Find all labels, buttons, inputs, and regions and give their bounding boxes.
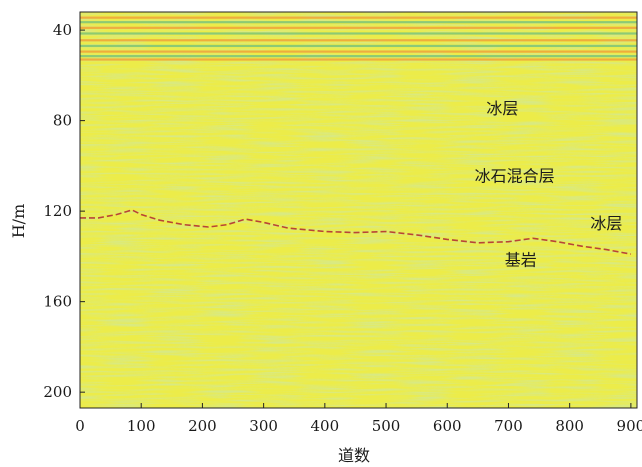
x-axis-title: 道数: [338, 446, 370, 465]
layer-annotation: 冰层: [486, 99, 518, 118]
reflection-band: [80, 26, 637, 29]
y-tick-label: 40: [53, 21, 72, 39]
x-tick-label: 800: [555, 417, 584, 435]
y-tick-label: 200: [43, 383, 72, 401]
y-tick-label: 120: [43, 202, 72, 220]
reflection-band: [80, 50, 637, 53]
x-axis: 0 100 200 300 400 500 600 700 800 900: [75, 403, 642, 435]
reflection-band: [80, 44, 637, 48]
plot-frame: [79, 11, 638, 409]
x-tick-label: 700: [494, 417, 523, 435]
reflection-band: [80, 55, 637, 58]
reflection-band: [80, 32, 637, 35]
x-tick-label: 0: [75, 417, 85, 435]
reflection-band: [80, 16, 637, 19]
layer-annotation: 基岩: [505, 250, 537, 269]
reflection-band: [80, 21, 637, 24]
y-axis: 40 80 120 160 200: [43, 21, 85, 401]
x-tick-label: 400: [311, 417, 340, 435]
x-tick-label: 300: [249, 417, 278, 435]
x-tick-label: 600: [433, 417, 462, 435]
reflection-band: [80, 58, 637, 61]
y-axis-title: H/m: [9, 204, 28, 239]
plot-area: [80, 12, 637, 408]
y-tick-label: 160: [43, 293, 72, 311]
x-tick-label: 500: [372, 417, 401, 435]
reflection-band: [80, 39, 637, 42]
layer-annotation: 冰石混合层: [475, 167, 555, 186]
x-tick-label: 200: [188, 417, 217, 435]
layer-annotation: 冰层: [590, 214, 622, 233]
heatmap-texture: [80, 12, 637, 408]
x-tick-label: 900: [617, 417, 642, 435]
x-tick-label: 100: [127, 417, 156, 435]
interface-line: [80, 209, 632, 255]
surface-reflection-bands: [80, 16, 637, 61]
y-tick-label: 80: [53, 112, 72, 130]
